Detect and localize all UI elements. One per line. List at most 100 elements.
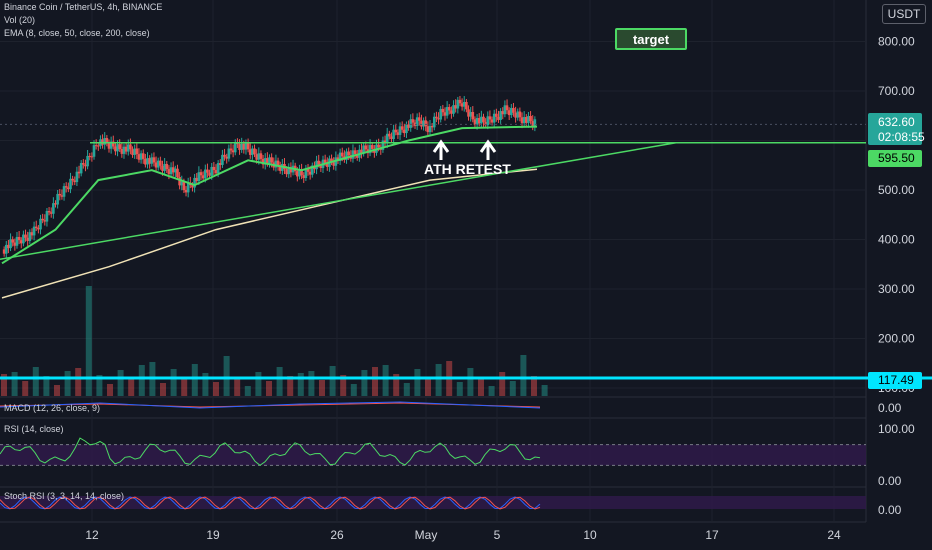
candle-body xyxy=(330,158,333,163)
candle-body xyxy=(216,163,220,174)
candle-body xyxy=(268,157,271,164)
candle-body xyxy=(325,163,329,167)
candle-body xyxy=(244,143,248,150)
candle-body xyxy=(165,163,169,170)
time-tick-label: 10 xyxy=(583,528,597,542)
candle-body xyxy=(276,160,280,166)
volume-bar xyxy=(509,381,516,396)
candle-body xyxy=(218,163,222,165)
volume-bar xyxy=(372,367,378,396)
volume-bar xyxy=(414,369,421,396)
candle-body xyxy=(47,210,51,213)
candle-body xyxy=(24,234,27,238)
volume-bar xyxy=(531,376,537,396)
candle-body xyxy=(473,119,477,125)
candle-body xyxy=(319,164,323,169)
candle-body xyxy=(13,242,17,246)
candle-body xyxy=(137,154,141,160)
candle-body xyxy=(388,133,391,137)
candle-body xyxy=(71,178,74,181)
candle-body xyxy=(30,232,34,236)
ema-50-line xyxy=(1,125,538,265)
candle-body xyxy=(118,144,121,150)
candle-body xyxy=(486,116,490,126)
candle-body xyxy=(443,112,447,116)
candle-body xyxy=(148,158,151,164)
candle-body xyxy=(317,160,321,165)
stoch-band xyxy=(0,496,866,509)
volume-bar xyxy=(1,374,7,396)
volume-bar xyxy=(382,365,389,396)
candle-body xyxy=(133,148,136,155)
candle-body xyxy=(364,145,368,150)
candle-body xyxy=(302,175,306,179)
candle-body xyxy=(469,111,472,117)
candle-body xyxy=(505,105,509,111)
candle-body xyxy=(306,168,310,172)
candle-body xyxy=(139,153,143,160)
candle-body xyxy=(465,101,468,110)
candle-body xyxy=(394,129,398,133)
candle-body xyxy=(126,144,130,152)
candle-body xyxy=(398,126,402,135)
currency-selector[interactable]: USDT xyxy=(882,4,926,24)
candle-body xyxy=(514,112,517,118)
candle-body xyxy=(452,105,455,114)
candle-body xyxy=(90,156,94,158)
candle-body xyxy=(45,210,49,222)
ath-retest-annotation[interactable]: ATH RETEST xyxy=(424,161,511,177)
candle-body xyxy=(460,103,464,107)
candle-body xyxy=(73,180,77,183)
candle-body xyxy=(22,234,25,244)
candle-body xyxy=(467,109,470,117)
volume-bar xyxy=(85,286,92,396)
price-tick-label: 300.00 xyxy=(878,282,915,296)
volume-bar xyxy=(499,372,506,396)
last-price-badge-bg xyxy=(868,113,922,145)
up-arrow-icon xyxy=(479,139,497,160)
price-tick-label: 400.00 xyxy=(878,233,915,247)
ema-200-line xyxy=(1,168,538,299)
candle-body xyxy=(510,107,513,116)
candle-body xyxy=(9,239,12,249)
candle-body xyxy=(176,168,179,178)
volume-bar xyxy=(308,371,315,396)
candle-body xyxy=(79,163,83,174)
volume-bar xyxy=(32,367,39,396)
candle-body xyxy=(229,148,233,151)
volume-bar xyxy=(478,377,484,396)
candle-body xyxy=(7,244,10,249)
volume-bar xyxy=(329,366,336,396)
candle-body xyxy=(441,108,445,113)
candle-body xyxy=(531,121,535,127)
candle-body xyxy=(355,153,359,158)
candle-body xyxy=(75,171,79,183)
ascending-trendline[interactable] xyxy=(0,141,677,261)
candle-body xyxy=(454,105,457,109)
volume-bar xyxy=(287,376,294,396)
candle-body xyxy=(15,236,19,246)
candle-body xyxy=(383,140,387,144)
stoch-d-line xyxy=(0,496,541,510)
volume-bar xyxy=(244,386,251,396)
candle-body xyxy=(49,212,53,214)
candle-body xyxy=(171,167,175,173)
candle-body xyxy=(351,150,355,159)
candle-body xyxy=(261,158,265,165)
candle-body xyxy=(161,165,164,171)
candle-body xyxy=(28,232,32,241)
target-annotation[interactable]: target xyxy=(615,28,687,50)
volume-bar xyxy=(266,381,272,396)
candle-body xyxy=(32,226,36,236)
candle-body xyxy=(332,162,335,166)
candle-body xyxy=(405,124,408,134)
candle-body xyxy=(214,170,218,174)
candle-body xyxy=(122,146,126,154)
candle-body xyxy=(527,115,530,123)
candle-body xyxy=(41,218,44,221)
candle-body xyxy=(199,172,203,176)
macd-tick-label: 0.00 xyxy=(878,401,902,415)
candle-body xyxy=(69,178,72,190)
